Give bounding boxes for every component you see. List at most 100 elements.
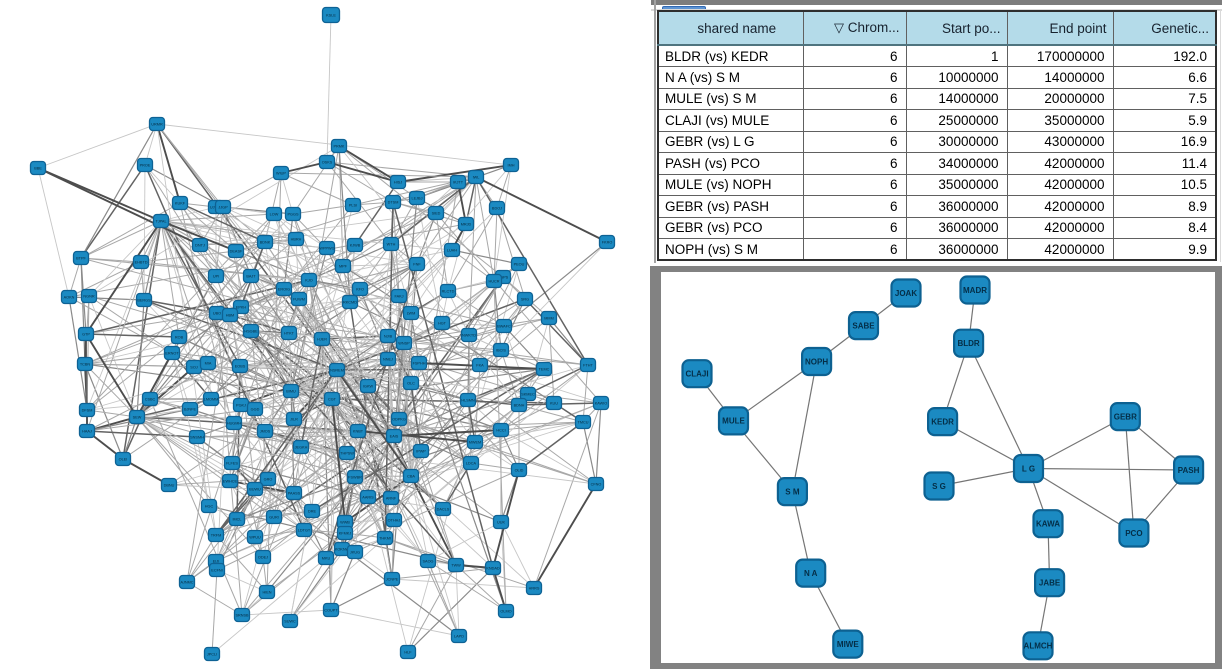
svg-text:BDNH: BDNH bbox=[514, 404, 525, 408]
svg-text:HLSMN: HLSMN bbox=[461, 399, 475, 403]
svg-text:BDOJ: BDOJ bbox=[492, 207, 502, 211]
svg-text:SRG: SRG bbox=[521, 298, 529, 302]
svg-text:HGT: HGT bbox=[438, 322, 447, 326]
svg-text:PROE: PROE bbox=[140, 164, 151, 168]
svg-text:NOPH: NOPH bbox=[805, 357, 828, 366]
svg-text:ALMCH: ALMCH bbox=[1024, 642, 1053, 651]
svg-text:JCNPE: JCNPE bbox=[386, 578, 399, 582]
svg-text:BDNK: BDNK bbox=[260, 241, 271, 245]
svg-text:HCCI: HCCI bbox=[496, 429, 505, 433]
svg-text:KNBT: KNBT bbox=[353, 430, 364, 434]
svg-text:GRO: GRO bbox=[264, 478, 273, 482]
svg-text:L G: L G bbox=[1022, 464, 1035, 473]
svg-text:WWB: WWB bbox=[340, 521, 350, 525]
svg-text:EIJI: EIJI bbox=[213, 560, 220, 564]
svg-text:MIA: MIA bbox=[205, 362, 212, 366]
svg-text:S G: S G bbox=[932, 482, 946, 491]
svg-text:JEGKH: JEGKH bbox=[295, 446, 308, 450]
svg-text:CGT: CGT bbox=[328, 398, 337, 402]
svg-text:DEASF: DEASF bbox=[230, 250, 243, 254]
svg-text:PEOU: PEOU bbox=[514, 263, 525, 267]
svg-text:IKJTT: IKJTT bbox=[453, 181, 464, 185]
svg-text:KJWB: KJWB bbox=[350, 244, 361, 248]
svg-text:HJER: HJER bbox=[317, 338, 327, 342]
svg-text:SEW: SEW bbox=[133, 416, 142, 420]
svg-text:OLEI: OLEI bbox=[119, 458, 128, 462]
svg-text:PAASS: PAASS bbox=[288, 492, 301, 496]
svg-text:KAWIO: KAWIO bbox=[595, 402, 608, 406]
svg-text:CFNO: CFNO bbox=[591, 483, 602, 487]
svg-text:NGNR: NGNR bbox=[83, 295, 94, 299]
svg-text:RKCMD: RKCMD bbox=[343, 301, 357, 305]
svg-text:FLFES: FLFES bbox=[226, 462, 238, 466]
svg-text:LDCA: LDCA bbox=[466, 462, 477, 466]
svg-text:WIUP: WIUP bbox=[276, 172, 286, 176]
svg-text:DRE: DRE bbox=[308, 510, 316, 514]
svg-text:BLDR: BLDR bbox=[957, 339, 979, 348]
svg-text:FSWBR: FSWBR bbox=[348, 476, 362, 480]
svg-text:SIED: SIED bbox=[432, 212, 441, 216]
svg-text:KFMKJ: KFMKJ bbox=[339, 532, 352, 536]
svg-text:DFSM: DFSM bbox=[82, 409, 93, 413]
svg-text:FKA: FKA bbox=[476, 364, 484, 368]
svg-text:PASH: PASH bbox=[1178, 466, 1200, 475]
svg-text:SNSMH: SNSMH bbox=[190, 436, 204, 440]
svg-text:KUU: KUU bbox=[550, 402, 558, 406]
svg-text:HLF: HLF bbox=[404, 651, 412, 655]
svg-text:NJIB: NJIB bbox=[384, 335, 393, 339]
svg-text:RLCTD: RLCTD bbox=[442, 290, 455, 294]
svg-text:PGKJ: PGKJ bbox=[236, 404, 246, 408]
svg-text:HISJ: HISJ bbox=[394, 181, 402, 185]
svg-text:AOKN: AOKN bbox=[64, 296, 75, 300]
svg-text:HUGMH: HUGMH bbox=[227, 422, 242, 426]
svg-text:OTHHJ: OTHHJ bbox=[388, 519, 401, 523]
svg-text:HRRS: HRRS bbox=[529, 587, 540, 591]
svg-text:MKU: MKU bbox=[322, 557, 331, 561]
svg-text:S M: S M bbox=[785, 487, 800, 496]
svg-text:KEDR: KEDR bbox=[931, 417, 954, 426]
svg-text:DTSM: DTSM bbox=[388, 201, 399, 205]
svg-text:NSPS: NSPS bbox=[498, 276, 509, 280]
svg-text:ODEJ: ODEJ bbox=[258, 556, 268, 560]
svg-text:IMH: IMH bbox=[508, 164, 515, 168]
svg-text:FTHT: FTHT bbox=[583, 364, 593, 368]
svg-text:URMR: URMR bbox=[151, 123, 163, 127]
svg-text:EWHCE: EWHCE bbox=[223, 480, 238, 484]
svg-text:CBA: CBA bbox=[407, 475, 415, 479]
svg-text:LOW: LOW bbox=[270, 213, 279, 217]
svg-text:BJNFE: BJNFE bbox=[184, 408, 196, 412]
svg-text:MWEM: MWEM bbox=[469, 441, 481, 445]
svg-text:WTH: WTH bbox=[387, 243, 396, 247]
svg-text:JABE: JABE bbox=[1039, 579, 1061, 588]
svg-text:SABE: SABE bbox=[852, 321, 875, 330]
svg-text:PGGS: PGGS bbox=[288, 213, 299, 217]
svg-text:LAPD: LAPD bbox=[454, 635, 464, 639]
svg-text:DBNU: DBNU bbox=[164, 484, 175, 488]
svg-text:PLSI: PLSI bbox=[349, 204, 357, 208]
svg-text:UUK: UUK bbox=[497, 521, 505, 525]
svg-text:TRFM: TRFM bbox=[211, 534, 222, 538]
svg-text:N A: N A bbox=[804, 569, 818, 578]
svg-text:OSKS: OSKS bbox=[322, 161, 333, 165]
svg-text:EPKH: EPKH bbox=[236, 306, 247, 310]
svg-text:EAIS: EAIS bbox=[390, 435, 399, 439]
svg-text:MMM: MMM bbox=[544, 317, 554, 321]
svg-text:KSLE: KSLE bbox=[326, 14, 336, 18]
svg-text:ECFNI: ECFNI bbox=[211, 569, 222, 573]
svg-text:JOAK: JOAK bbox=[895, 289, 917, 298]
svg-text:LUHH: LUHH bbox=[447, 249, 458, 253]
svg-text:LMOMM: LMOMM bbox=[204, 398, 219, 402]
svg-text:MULE: MULE bbox=[722, 417, 745, 426]
svg-text:BERGS: BERGS bbox=[137, 299, 151, 303]
svg-text:DACLS: DACLS bbox=[437, 508, 450, 512]
svg-text:LDTGT: LDTGT bbox=[298, 529, 311, 533]
svg-text:EROIG: EROIG bbox=[278, 288, 290, 292]
svg-text:KFO: KFO bbox=[356, 288, 364, 292]
svg-text:HSGBE: HSGBE bbox=[244, 330, 258, 334]
svg-text:WPUU: WPUU bbox=[249, 536, 261, 540]
svg-text:IWL: IWL bbox=[473, 176, 480, 180]
svg-text:THPSW: THPSW bbox=[340, 452, 354, 456]
svg-text:MIWE: MIWE bbox=[837, 640, 859, 649]
svg-text:OLID: OLID bbox=[515, 469, 524, 473]
svg-text:JJGP: JJGP bbox=[218, 206, 228, 210]
